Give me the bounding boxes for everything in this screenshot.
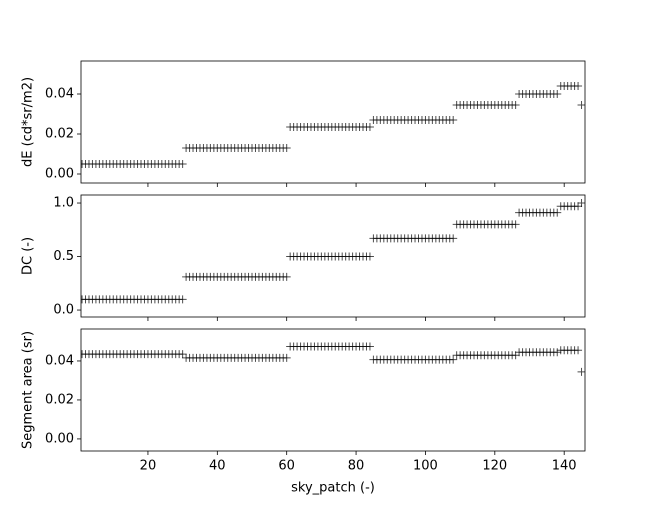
y-tick-label: 0.02 bbox=[45, 127, 74, 142]
y-tick-label: 0.04 bbox=[45, 353, 74, 368]
marker bbox=[449, 234, 458, 243]
y-tick-label: 1.0 bbox=[53, 196, 74, 211]
marker bbox=[178, 160, 187, 168]
marker bbox=[449, 355, 458, 364]
y-axis-label: dE (cd*sr/m2) bbox=[21, 77, 36, 167]
y-tick-label: 0.00 bbox=[45, 431, 74, 446]
marker bbox=[282, 272, 291, 281]
marker bbox=[178, 295, 187, 304]
axes-frame bbox=[80, 60, 586, 184]
y-axis-label: DC (-) bbox=[21, 237, 36, 275]
marker bbox=[577, 199, 585, 208]
subplot: 0.00 0.02 0.04 20 40 60 80 100 120 140 Segment are… bbox=[21, 328, 586, 496]
subplot: 0.0 0.5 1.0 DC (-) bbox=[21, 194, 586, 321]
y-axis-label: Segment area (sr) bbox=[21, 331, 36, 449]
marker bbox=[449, 116, 458, 124]
x-axis-label: sky_patch (-) bbox=[291, 481, 375, 496]
marker bbox=[577, 367, 585, 376]
marker bbox=[574, 202, 583, 211]
marker bbox=[282, 144, 291, 152]
x-tick-label: 40 bbox=[209, 459, 226, 474]
marker bbox=[178, 350, 187, 359]
markers bbox=[81, 82, 585, 168]
marker bbox=[365, 342, 374, 351]
y-tick-label: 0.5 bbox=[53, 249, 74, 264]
x-tick-label: 60 bbox=[278, 459, 295, 474]
x-tick-label: 80 bbox=[348, 459, 365, 474]
marker bbox=[553, 348, 562, 357]
axes-frame bbox=[80, 328, 586, 452]
y-tick-label: 0.00 bbox=[45, 167, 74, 182]
marker bbox=[577, 101, 585, 109]
x-tick-label: 20 bbox=[140, 459, 157, 474]
y-tick-label: 0.02 bbox=[45, 392, 74, 407]
axes-frame bbox=[80, 194, 586, 318]
marker bbox=[365, 252, 374, 261]
y-tick-label: 0.0 bbox=[53, 303, 74, 318]
marker bbox=[574, 82, 583, 90]
subplot: 0.00 0.02 0.04 dE (cd*sr/m2) bbox=[21, 60, 586, 187]
marker bbox=[553, 90, 562, 98]
marker bbox=[511, 101, 520, 109]
marker bbox=[574, 346, 583, 355]
markers bbox=[81, 342, 585, 376]
marker bbox=[553, 208, 562, 217]
x-tick-label: 140 bbox=[552, 459, 577, 474]
markers bbox=[81, 199, 585, 304]
x-tick-label: 120 bbox=[482, 459, 507, 474]
marker bbox=[282, 353, 291, 362]
marker bbox=[365, 123, 374, 131]
marker bbox=[511, 220, 520, 229]
x-tick-label: 100 bbox=[413, 459, 438, 474]
y-tick-label: 0.04 bbox=[45, 87, 74, 102]
